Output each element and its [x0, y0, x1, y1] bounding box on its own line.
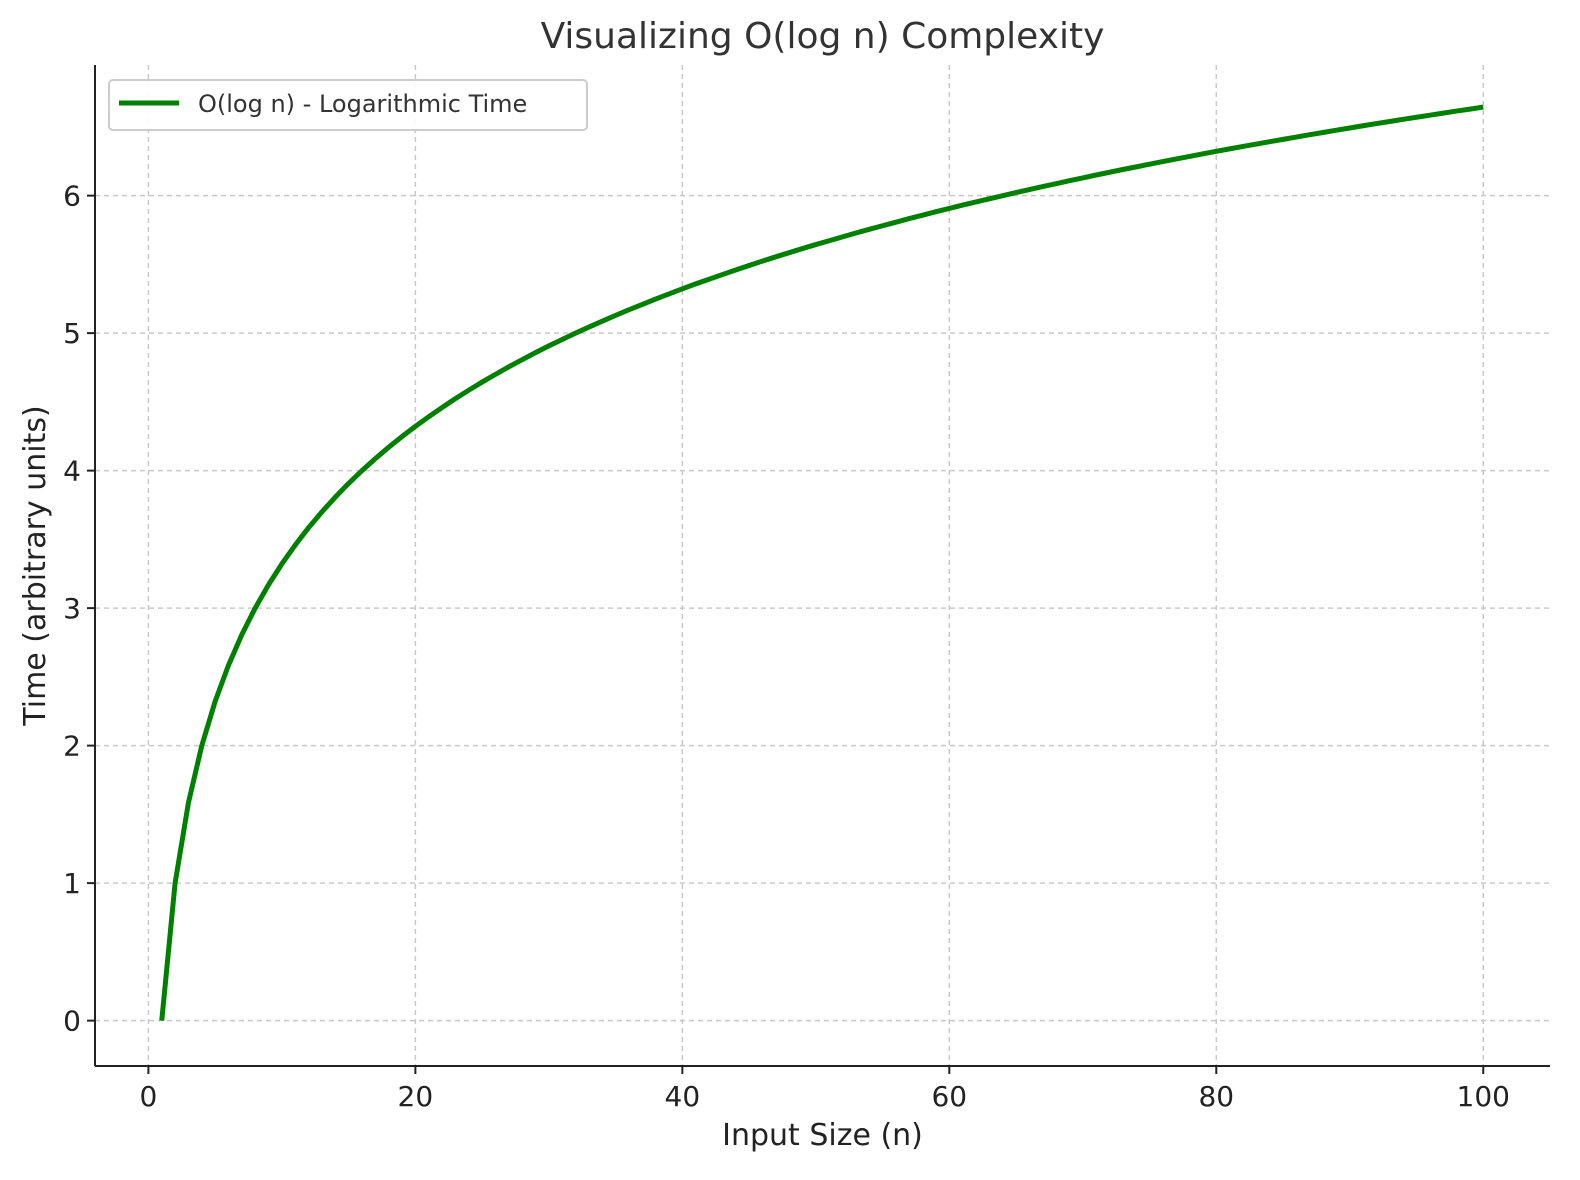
y-tick-label-3: 3 [63, 592, 81, 625]
y-tick-label-0: 0 [63, 1005, 81, 1038]
y-tick-label-2: 2 [63, 730, 81, 763]
series-layer [159, 104, 1484, 1021]
legend-label: O(log n) - Logarithmic Time [198, 90, 527, 118]
x-tick-label-60: 60 [931, 1080, 967, 1113]
y-tick-label-5: 5 [63, 317, 81, 350]
y-tick-label-6: 6 [63, 180, 81, 213]
y-tick-label-1: 1 [63, 867, 81, 900]
x-tick-label-80: 80 [1198, 1080, 1234, 1113]
legend: O(log n) - Logarithmic Time [108, 79, 588, 131]
grid-layer [95, 65, 1550, 1066]
legend-box [108, 79, 588, 131]
y-axis-label: Time (arbitrary units) [18, 405, 53, 726]
series-line-0 [159, 104, 1484, 1021]
chart-title: Visualizing O(log n) Complexity [541, 16, 1105, 57]
x-tick-label-100: 100 [1457, 1080, 1510, 1113]
x-tick-label-40: 40 [665, 1080, 701, 1113]
axes-layer [94, 65, 1550, 1067]
y-tick-label-4: 4 [63, 455, 81, 488]
x-axis-label: Input Size (n) [722, 1118, 923, 1153]
x-tick-label-20: 20 [398, 1080, 434, 1113]
ticks-layer: 0 20 40 60 80 100 0 1 2 3 4 5 6 [63, 180, 1510, 1113]
x-tick-label-0: 0 [139, 1080, 157, 1113]
